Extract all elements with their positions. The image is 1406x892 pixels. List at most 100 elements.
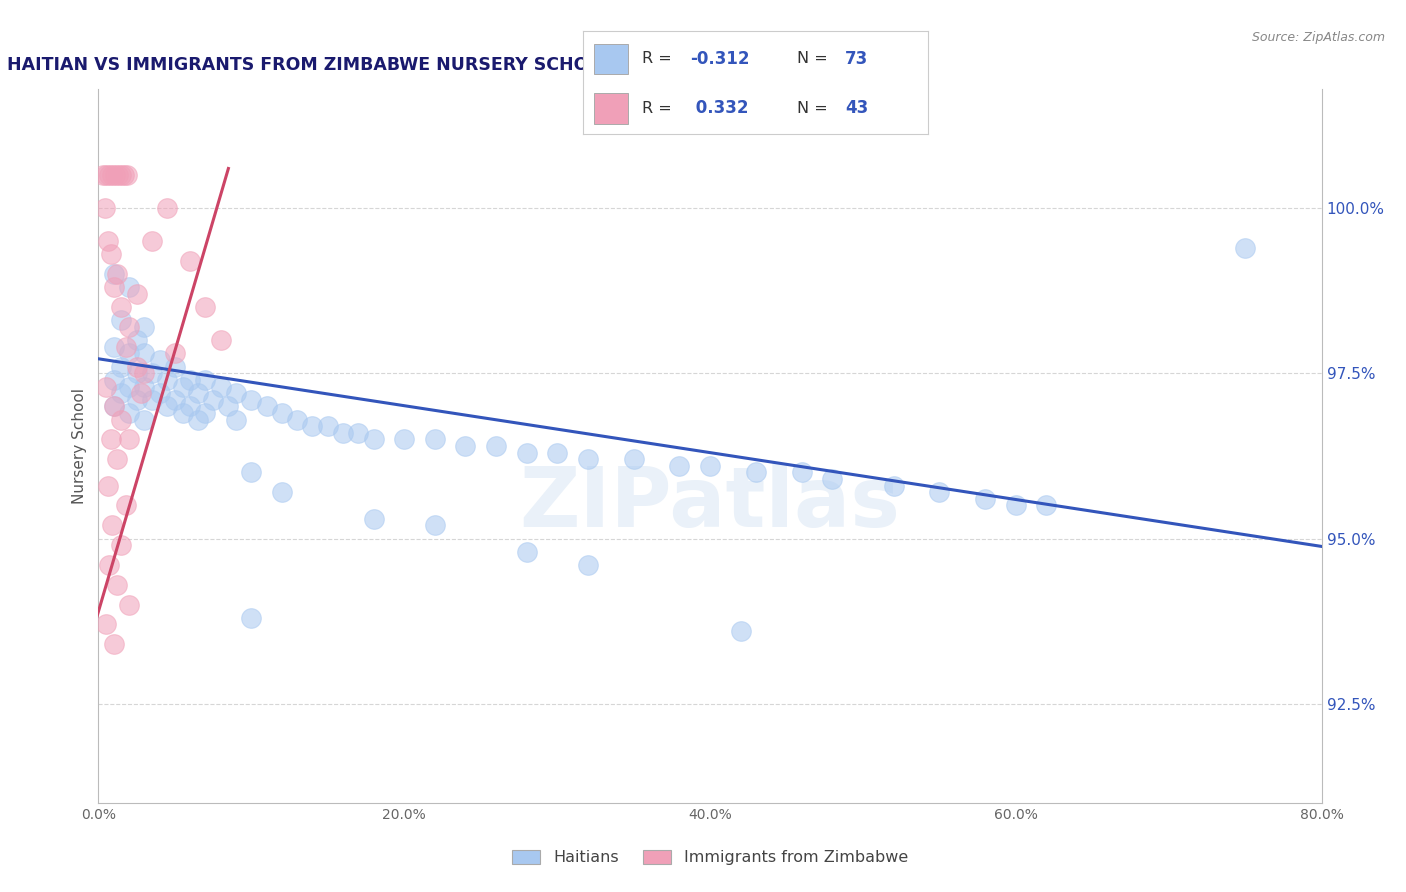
Point (485, 439, 508, 453)
Point (125, 359, 148, 374)
Point (103, 267, 125, 281)
Point (194, 300, 217, 314)
Point (156, 201, 179, 215)
Point (91, 168, 114, 182)
Point (118, 406, 141, 420)
Point (125, 287, 148, 301)
Point (94, 168, 117, 182)
Point (179, 400, 201, 414)
Point (115, 340, 138, 354)
Point (107, 168, 129, 182)
Point (699, 458, 721, 473)
Point (730, 624, 752, 638)
Point (93, 201, 115, 215)
Point (163, 359, 186, 374)
Point (209, 379, 232, 393)
Point (156, 400, 179, 414)
Point (98, 168, 121, 182)
Legend: Haitians, Immigrants from Zimbabwe: Haitians, Immigrants from Zimbabwe (503, 842, 917, 873)
Point (240, 392, 263, 407)
Point (134, 412, 156, 426)
Point (97, 234, 120, 248)
Point (194, 406, 217, 420)
Point (423, 518, 446, 533)
Point (149, 353, 172, 368)
Point (332, 425, 354, 440)
Point (125, 367, 148, 381)
Point (316, 419, 339, 434)
Point (668, 458, 690, 473)
Text: N =: N = (797, 101, 832, 116)
Point (1035, 499, 1057, 513)
Text: R =: R = (643, 52, 676, 66)
Point (240, 466, 263, 480)
Point (118, 346, 141, 360)
Point (118, 379, 141, 393)
Point (97, 478, 120, 492)
Point (100, 433, 122, 447)
Point (209, 333, 232, 347)
Point (576, 558, 599, 572)
Point (745, 466, 768, 480)
Point (103, 373, 125, 387)
Point (163, 392, 186, 407)
Text: 43: 43 (845, 99, 869, 117)
Point (118, 598, 141, 612)
Point (883, 478, 905, 492)
Point (134, 367, 156, 381)
Point (118, 433, 141, 447)
Point (285, 412, 308, 426)
Point (103, 400, 125, 414)
Point (256, 400, 278, 414)
Point (105, 452, 128, 467)
Point (101, 518, 124, 533)
Point (576, 452, 599, 467)
Point (179, 254, 201, 268)
Point (392, 433, 416, 447)
Point (149, 386, 172, 401)
Point (516, 445, 538, 459)
Point (225, 412, 247, 426)
Point (103, 340, 125, 354)
Point (974, 491, 997, 506)
Point (129, 386, 152, 401)
Point (125, 333, 148, 347)
Point (100, 247, 122, 261)
Point (163, 346, 186, 360)
Point (110, 168, 132, 182)
Point (225, 386, 247, 401)
Point (790, 466, 813, 480)
Point (110, 359, 132, 374)
Point (141, 392, 163, 407)
Point (94, 617, 117, 632)
Point (112, 168, 135, 182)
Text: HAITIAN VS IMMIGRANTS FROM ZIMBABWE NURSERY SCHOOL CORRELATION CHART: HAITIAN VS IMMIGRANTS FROM ZIMBABWE NURS… (7, 56, 828, 74)
Point (110, 412, 132, 426)
Point (270, 406, 294, 420)
Point (94, 379, 117, 393)
Text: ZIPatlas: ZIPatlas (520, 463, 900, 543)
Point (1004, 499, 1026, 513)
Point (103, 280, 125, 294)
Point (546, 445, 568, 459)
Point (301, 419, 323, 434)
Point (110, 386, 132, 401)
Point (1234, 241, 1257, 255)
Point (187, 386, 209, 401)
Point (141, 234, 163, 248)
Point (110, 538, 132, 552)
Point (110, 313, 132, 327)
Point (104, 168, 127, 182)
Point (105, 267, 128, 281)
Point (105, 578, 128, 592)
Point (172, 406, 194, 420)
Point (156, 373, 179, 387)
Text: Source: ZipAtlas.com: Source: ZipAtlas.com (1251, 31, 1385, 45)
Point (172, 379, 194, 393)
Point (363, 433, 385, 447)
Point (141, 367, 163, 381)
Point (179, 373, 201, 387)
Point (118, 320, 141, 334)
Point (134, 320, 156, 334)
Point (516, 545, 538, 559)
